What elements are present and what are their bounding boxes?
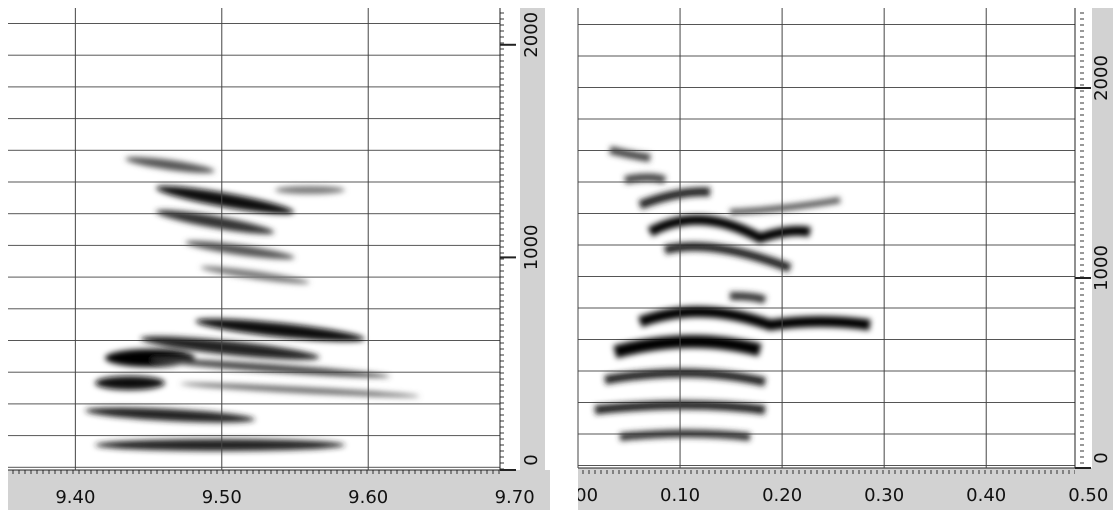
x-tick-label: 0.50 <box>1068 485 1108 506</box>
axes: 9.40 9.50 9.60 9.70 0 1000 2000 0.00 0.10 0.20 0.3… <box>55 8 1112 508</box>
x-tick-label: 9.60 <box>348 487 388 508</box>
x-tick-label: 9.40 <box>55 487 95 508</box>
x-axis-labels: 0.00 0.10 0.20 0.30 0.40 0.50 <box>558 485 1108 506</box>
panel-left <box>8 8 550 510</box>
y-ruler <box>500 8 510 470</box>
grid-pattern <box>8 8 500 470</box>
x-axis-labels: 9.40 9.50 9.60 9.70 <box>55 487 534 508</box>
panel-right <box>578 8 1113 510</box>
x-tick-label: 0.30 <box>864 485 904 506</box>
y-tick-label: 2000 <box>1091 55 1112 101</box>
y-axis-band <box>1092 8 1113 468</box>
x-tick-label: 0.10 <box>660 485 700 506</box>
x-ruler <box>578 468 1075 478</box>
y-axis-band <box>520 8 545 470</box>
y-tick-label: 0 <box>1091 452 1112 463</box>
x-tick-label: 0.00 <box>558 485 598 506</box>
x-tick-label: 0.40 <box>966 485 1006 506</box>
y-ruler <box>1075 8 1085 468</box>
x-ruler <box>8 470 500 480</box>
spectrogram-image <box>85 157 420 451</box>
spectrogram-image <box>594 146 871 441</box>
y-tick-label: 0 <box>521 454 542 465</box>
grid-pattern <box>578 8 1075 468</box>
x-tick-label: 9.50 <box>202 487 242 508</box>
x-tick-label: 9.70 <box>495 487 535 508</box>
y-tick-label: 1000 <box>521 224 542 270</box>
x-tick-label: 0.20 <box>762 485 802 506</box>
y-tick-label: 1000 <box>1091 245 1112 291</box>
y-tick-label: 2000 <box>521 12 542 58</box>
